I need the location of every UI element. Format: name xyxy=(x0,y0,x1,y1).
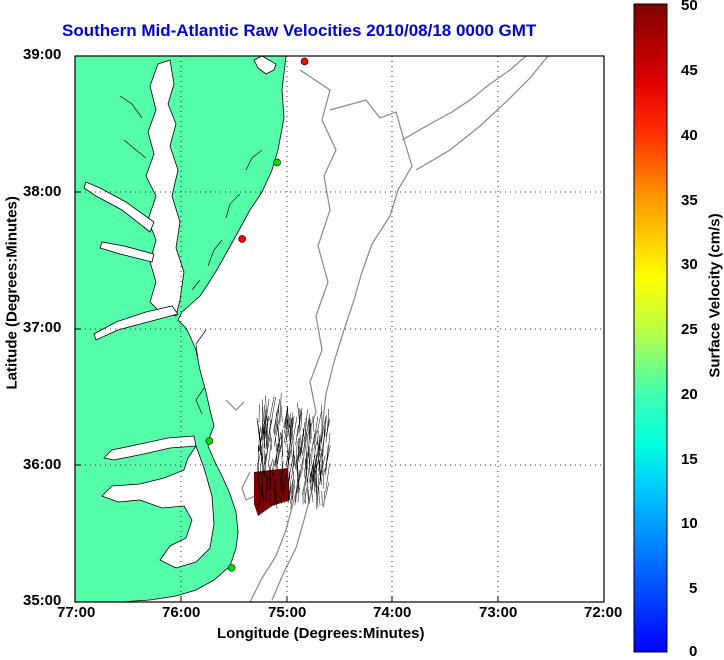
colorbar-tick-label: 15 xyxy=(681,451,698,468)
x-tick-label: 77:00 xyxy=(57,604,95,621)
station-marker xyxy=(274,159,281,166)
y-tick-label: 38:00 xyxy=(23,183,61,200)
colorbar-tick-label: 20 xyxy=(681,386,698,403)
y-axis-label: Latitude (Degrees:Minutes) xyxy=(4,230,21,390)
y-tick-label: 39:00 xyxy=(23,46,61,63)
y-tick-label: 36:00 xyxy=(23,456,61,473)
map-title: Southern Mid-Atlantic Raw Velocities 201… xyxy=(62,21,536,41)
colorbar xyxy=(634,4,667,652)
colorbar-tick-label: 50 xyxy=(681,0,698,14)
colorbar-tick-label: 0 xyxy=(689,643,697,660)
station-marker xyxy=(239,235,246,242)
x-tick-label: 72:00 xyxy=(584,604,622,621)
colorbar-tick-label: 25 xyxy=(681,321,698,338)
x-tick-label: 73:00 xyxy=(479,604,517,621)
colorbar-tick-label: 30 xyxy=(681,256,698,273)
x-tick-label: 76:00 xyxy=(162,604,200,621)
colorbar-tick-label: 5 xyxy=(689,580,697,597)
station-marker xyxy=(228,564,235,571)
x-tick-label: 75:00 xyxy=(268,604,306,621)
y-tick-label: 37:00 xyxy=(23,319,61,336)
station-marker xyxy=(206,437,213,444)
station-marker xyxy=(301,58,308,65)
x-tick-label: 74:00 xyxy=(373,604,411,621)
colorbar-label: Surface Velocity (cm/s) xyxy=(707,201,724,391)
colorbar-tick-label: 10 xyxy=(681,515,698,532)
x-axis-label: Longitude (Degrees:Minutes) xyxy=(217,625,425,642)
colorbar-tick-label: 35 xyxy=(681,192,698,209)
colorbar-tick-label: 45 xyxy=(681,62,698,79)
colorbar-tick-label: 40 xyxy=(681,127,698,144)
y-tick-label: 35:00 xyxy=(23,592,61,609)
